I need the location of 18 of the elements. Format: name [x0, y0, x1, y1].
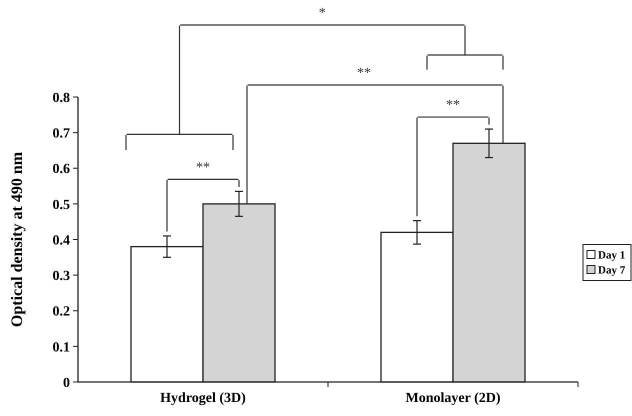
y-tick-label: 0.8 [52, 90, 70, 106]
y-tick-label: 0.4 [52, 233, 70, 248]
annotation: ** [196, 160, 210, 176]
y-tick-label: 0.7 [52, 126, 70, 142]
y-tick-label: 0 [63, 376, 70, 391]
y-tick-label: 0.6 [52, 162, 70, 178]
y-tick-label: 0.2 [52, 304, 70, 320]
y-axis-title: Optical density at 490 nm [9, 151, 26, 328]
text: * [318, 6, 326, 21]
text: ** [357, 66, 371, 81]
y-tick-label: 0.5 [52, 198, 70, 213]
annotation: ** [446, 98, 460, 114]
y-tick-label: 0.1 [52, 340, 70, 356]
x-tick-label: Monolayer (2D) [406, 391, 501, 406]
y-tick-label: 0.3 [52, 269, 70, 284]
legend-label: Day 7 [598, 264, 626, 276]
x-tick-label: Hydrogel (3D) [160, 391, 246, 406]
legend-label: Day 1 [598, 250, 626, 262]
